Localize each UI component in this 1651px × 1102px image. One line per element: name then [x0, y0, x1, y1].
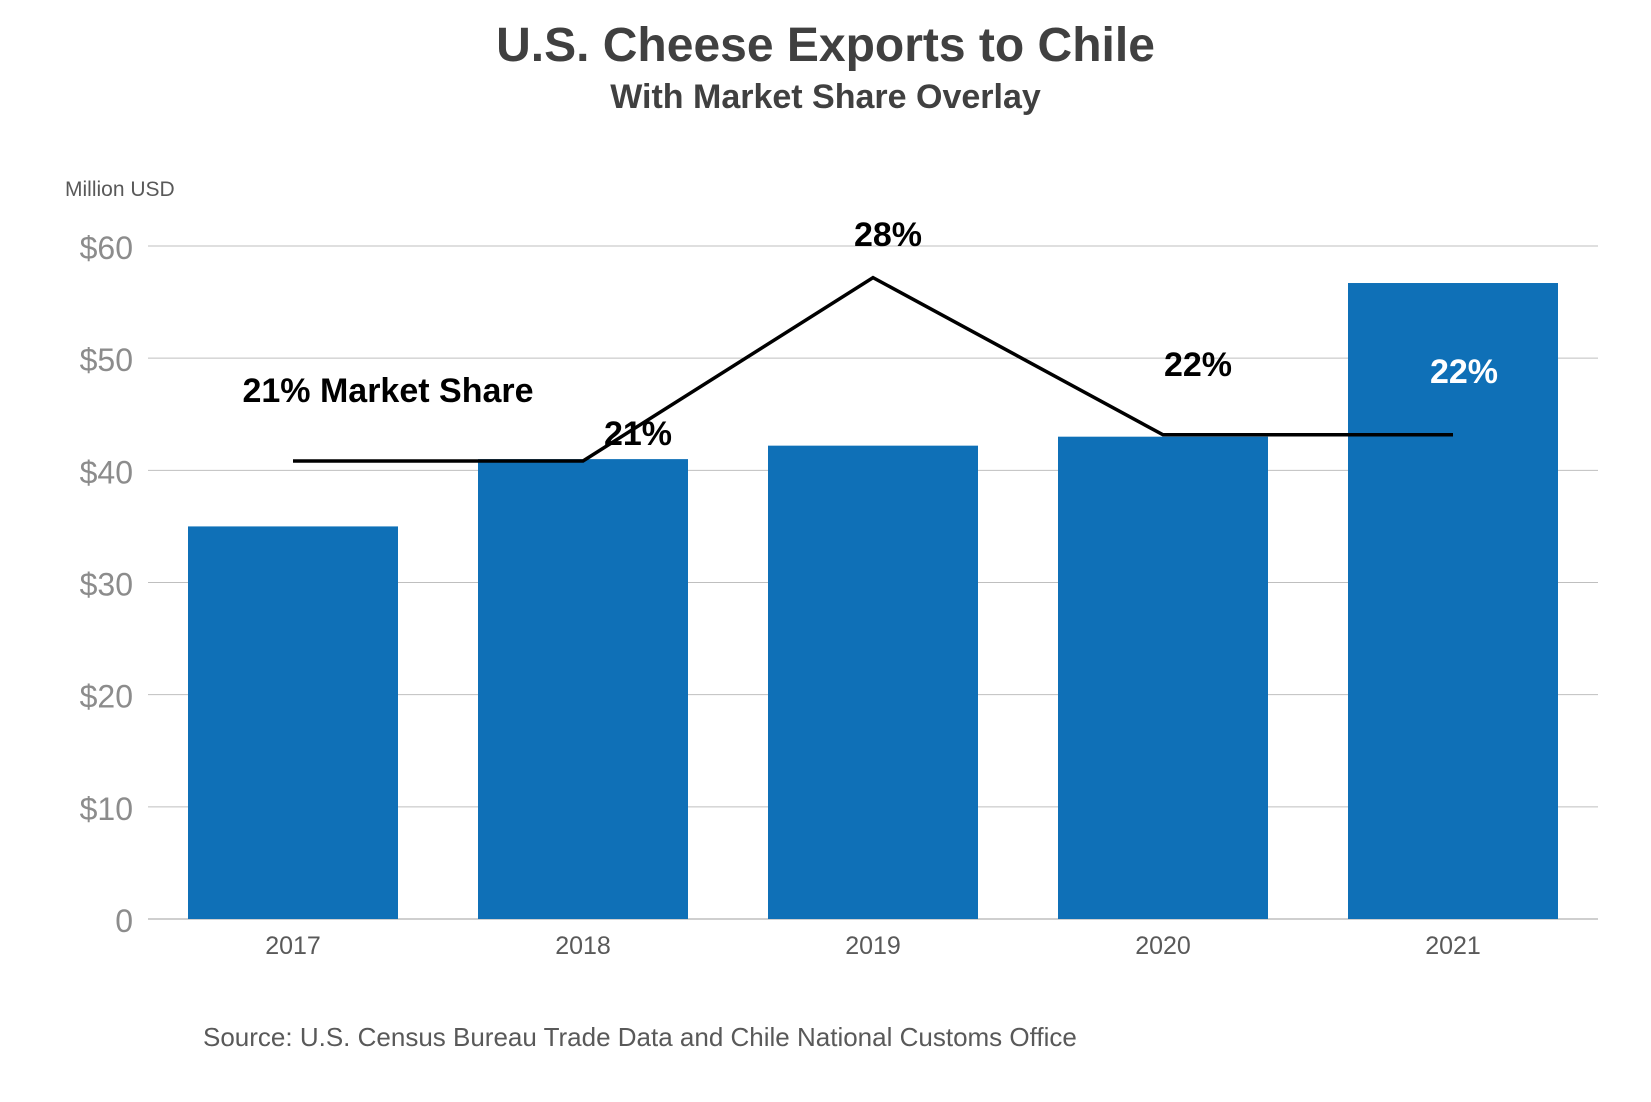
bar-2020 [1058, 436, 1268, 919]
chart-subtitle: With Market Share Overlay [610, 78, 1041, 116]
y-tick-label: $20 [80, 679, 133, 715]
market-share-line-group [293, 275, 1453, 463]
x-tick-label: 2019 [845, 932, 901, 960]
x-tick-label: 2018 [555, 932, 611, 960]
market-share-label: 21% [604, 415, 672, 453]
x-tick-label: 2017 [265, 932, 321, 960]
chart-title: U.S. Cheese Exports to Chile [496, 19, 1155, 72]
y-tick-label: $30 [80, 567, 133, 603]
y-axis-unit-label: Million USD [65, 178, 175, 201]
x-axis-ticks: 2017 2018 2019 2020 2021 [265, 932, 1481, 960]
bar-2021 [1348, 283, 1558, 919]
x-tick-label: 2020 [1135, 932, 1191, 960]
bar-2018 [478, 459, 688, 919]
y-tick-label: $40 [80, 454, 133, 490]
market-share-line [293, 275, 1453, 463]
bars [188, 283, 1558, 919]
market-share-label: 22% [1430, 353, 1498, 391]
market-share-label: 22% [1164, 346, 1232, 384]
source-note: Source: U.S. Census Bureau Trade Data an… [203, 1022, 1077, 1052]
y-tick-label: $10 [80, 791, 133, 827]
y-axis-ticks: 0 $10 $20 $30 $40 $50 $60 [80, 230, 133, 939]
market-share-label: 28% [854, 216, 922, 254]
y-tick-label: $50 [80, 342, 133, 378]
y-tick-label: $60 [80, 230, 133, 266]
bar-2019 [768, 445, 978, 919]
bar-2017 [188, 526, 398, 919]
market-share-label: 21% Market Share [242, 372, 533, 410]
y-tick-label: 0 [115, 903, 133, 939]
x-tick-label: 2021 [1425, 932, 1481, 960]
market-share-labels: 21% Market Share 21% 28% 22% 22% [242, 216, 1498, 453]
